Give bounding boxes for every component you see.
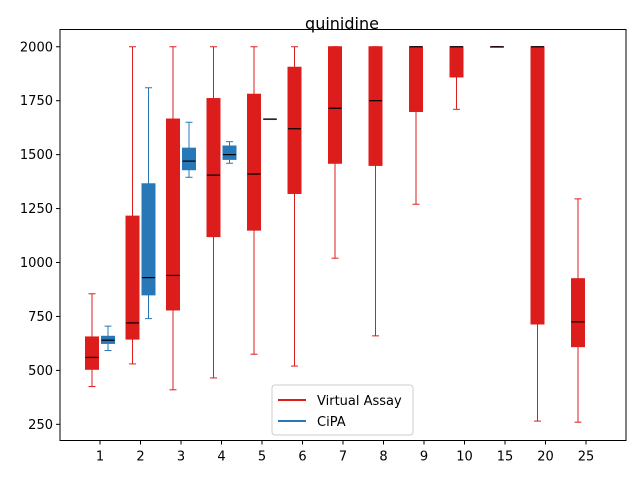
x-tick-label: 9 [420, 450, 428, 465]
x-tick-label: 4 [217, 450, 225, 465]
x-tick-label: 25 [578, 450, 595, 465]
y-tick-label: 1750 [20, 94, 53, 109]
box-body [182, 147, 196, 171]
x-tick-label: 6 [298, 450, 306, 465]
box-body [571, 278, 585, 348]
y-axis: 250 500 750 1000 1250 1500 1750 2000 [20, 40, 60, 433]
legend-label-virtual-assay: Virtual Assay [317, 394, 402, 409]
box-cipa [141, 87, 156, 320]
x-tick-label: 3 [177, 450, 185, 465]
box-cipa [222, 141, 237, 164]
box-virtual-assay [328, 46, 342, 259]
x-tick-label: 5 [258, 450, 266, 465]
box-cipa [101, 325, 115, 352]
x-tick-label: 2 [136, 450, 144, 465]
box-virtual-assay [449, 46, 464, 110]
x-tick-label: 10 [456, 450, 473, 465]
box-body [222, 145, 237, 160]
x-tick-label: 8 [379, 450, 387, 465]
box-body [85, 336, 99, 370]
x-tick-label: 20 [537, 450, 554, 465]
box-virtual-assay [368, 46, 383, 337]
box-cipa [263, 118, 277, 121]
box-body [141, 183, 156, 296]
box-virtual-assay [287, 46, 302, 367]
box-virtual-assay [409, 46, 423, 205]
box-virtual-assay [85, 293, 99, 388]
box-body [368, 46, 383, 166]
y-tick-label: 1000 [20, 256, 53, 271]
legend-frame [271, 384, 414, 436]
x-tick-label: 15 [497, 450, 514, 465]
y-tick-label: 2000 [20, 40, 53, 55]
y-tick-label: 1500 [20, 148, 53, 163]
box-body [530, 46, 545, 325]
box-body [125, 215, 140, 340]
y-tick-label: 1250 [20, 202, 53, 217]
box-virtual-assay [166, 46, 180, 391]
box-body [247, 93, 261, 231]
chart-marks [85, 46, 585, 423]
box-virtual-assay [530, 46, 545, 422]
chart-title: quinidine [305, 14, 379, 33]
box-virtual-assay [571, 198, 585, 423]
legend: Virtual Assay CiPA [271, 384, 414, 436]
box-body [449, 46, 464, 78]
box-virtual-assay [490, 46, 504, 48]
box-body [409, 46, 423, 112]
y-tick-label: 750 [28, 310, 53, 325]
box-virtual-assay [247, 46, 261, 355]
box-virtual-assay [206, 46, 221, 379]
box-body [166, 118, 180, 311]
box-cipa [182, 121, 196, 178]
box-virtual-assay [125, 46, 140, 365]
y-tick-label: 500 [28, 364, 53, 379]
x-tick-label: 1 [96, 450, 104, 465]
x-tick-label: 7 [339, 450, 347, 465]
box-body [287, 66, 302, 194]
box-body [328, 46, 342, 164]
box-body [206, 98, 221, 238]
x-axis: 1 2 3 4 5 6 7 8 9 10 15 20 25 [96, 440, 595, 465]
y-tick-label: 250 [28, 418, 53, 433]
legend-label-cipa: CiPA [317, 415, 346, 430]
